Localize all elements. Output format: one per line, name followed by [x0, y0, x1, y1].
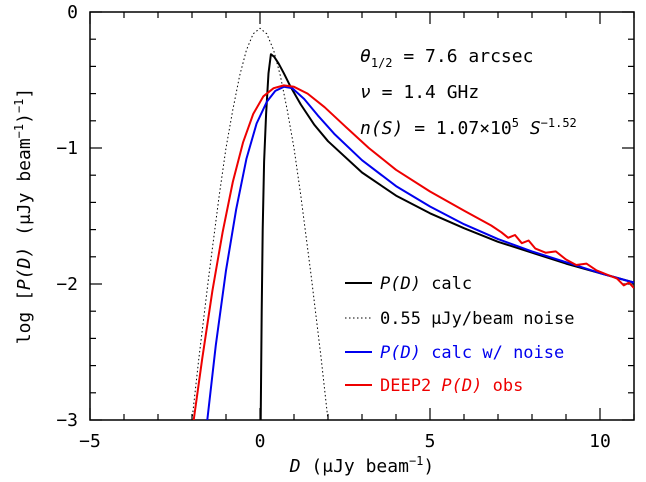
- series-deep2-obs: [192, 84, 634, 420]
- data-curves: [191, 27, 634, 420]
- legend-calc-var: P(D): [380, 274, 421, 294]
- y-tick-label: 0: [67, 2, 78, 23]
- x-axis-label-sup: −1: [409, 454, 423, 468]
- x-tick-label: −5: [79, 431, 101, 452]
- legend-calc-noise-text: calc w/ noise: [421, 343, 564, 363]
- series-pd-calc: [259, 53, 634, 420]
- annotation-counts-sup2: −1.52: [541, 116, 577, 130]
- series-noise: [191, 27, 329, 420]
- legend-obs-var: P(D): [441, 376, 482, 396]
- y-axis-label-end: ]: [14, 88, 35, 99]
- legend-label-calc-noise: P(D) calc w/ noise: [380, 343, 564, 363]
- legend-noise-text: 0.55 μJy/beam noise: [380, 309, 574, 329]
- y-tick-label: −3: [56, 410, 78, 431]
- annotation-frequency: ν = 1.4 GHz: [360, 82, 479, 103]
- y-axis-label-mid: (μJy beam: [14, 138, 35, 246]
- y-axis-label-sup2: −1: [12, 99, 26, 113]
- legend-label-noise: 0.55 μJy/beam noise: [380, 309, 574, 329]
- annotation-counts-var: n(S): [360, 118, 403, 139]
- annotation-counts-var2: S: [530, 118, 541, 139]
- y-axis-label: log [P(D) (μJy beam−1)−1]: [12, 88, 35, 345]
- annotation-beam-var: θ: [360, 46, 371, 67]
- legend-label-calc: P(D) calc: [380, 274, 472, 294]
- legend-calc-noise-var: P(D): [380, 343, 421, 363]
- y-tick-label: −2: [56, 274, 78, 295]
- x-axis-label-rest: (μJy beam: [301, 456, 409, 477]
- annotation-counts-text: = 1.07×10: [403, 118, 511, 139]
- y-axis-label-sup: −1: [12, 124, 26, 138]
- series-pd-calc-noise: [206, 85, 634, 420]
- annotation-counts-sup: 5: [512, 116, 519, 130]
- x-tick-label: 0: [255, 431, 266, 452]
- axis-tick-labels: −5 0 5 10 0 −1 −2 −3: [56, 2, 611, 452]
- y-axis-label-close: ): [14, 113, 35, 124]
- legend-obs-text: obs: [482, 376, 523, 396]
- y-axis-label-var: P(D): [14, 247, 35, 290]
- y-axis-label-pre: log [: [14, 290, 35, 344]
- y-tick-label: −1: [56, 138, 78, 159]
- x-axis-label-var: D: [289, 456, 301, 477]
- x-axis-label-close: ): [423, 456, 434, 477]
- annotation-beam-text: = 7.6 arcsec: [393, 46, 534, 67]
- legend: P(D) calc 0.55 μJy/beam noise P(D) calc …: [345, 274, 574, 396]
- annotation-counts-text2: [519, 118, 530, 139]
- x-tick-label: 10: [589, 431, 611, 452]
- annotation-freq-text: = 1.4 GHz: [371, 82, 479, 103]
- x-tick-label: 5: [425, 431, 436, 452]
- annotation-freq-var: ν: [360, 82, 371, 103]
- x-axis-label: D (μJy beam−1): [289, 454, 435, 477]
- legend-label-obs: DEEP2 P(D) obs: [380, 376, 523, 396]
- annotation-source-counts: n(S) = 1.07×105 S−1.52: [360, 116, 577, 139]
- legend-obs-pre: DEEP2: [380, 376, 441, 396]
- annotation-beam-sub: 1/2: [371, 56, 393, 70]
- legend-calc-text: calc: [421, 274, 472, 294]
- annotation-beam-size: θ1/2 = 7.6 arcsec: [360, 46, 533, 70]
